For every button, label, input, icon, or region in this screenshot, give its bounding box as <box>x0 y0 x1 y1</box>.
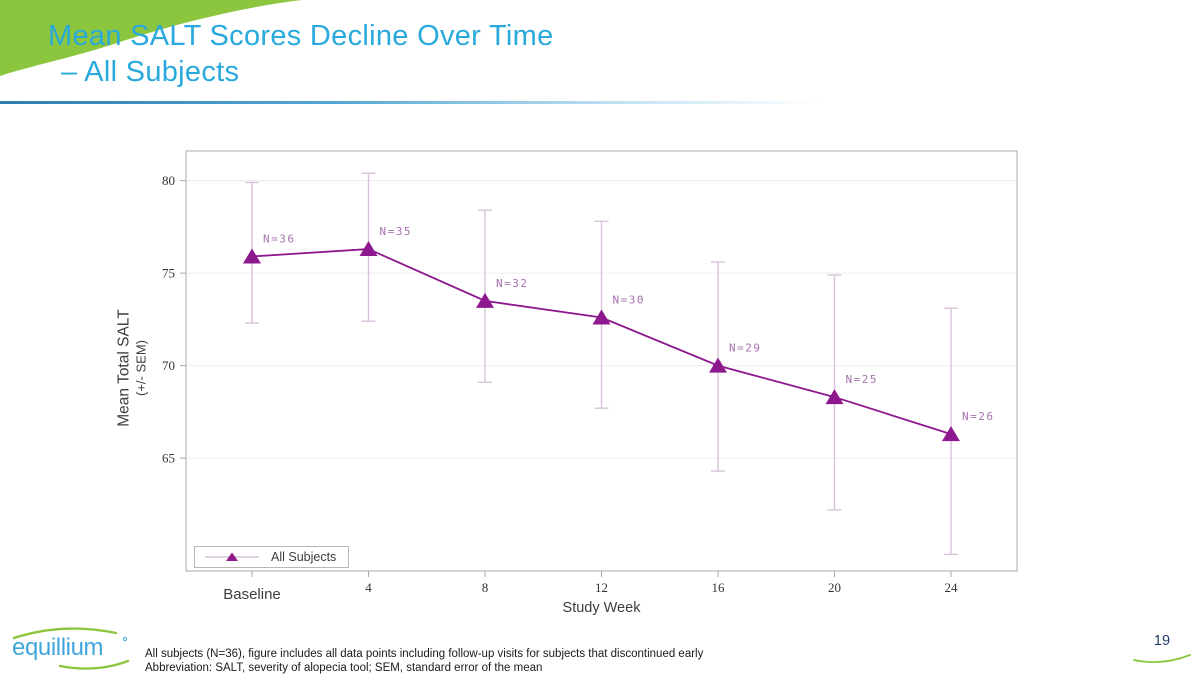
slide-title-line1: Mean SALT Scores Decline Over Time <box>48 20 554 52</box>
svg-text:20: 20 <box>828 580 841 595</box>
svg-text:Baseline: Baseline <box>223 586 281 603</box>
svg-text:65: 65 <box>162 451 175 466</box>
svg-text:16: 16 <box>712 580 726 595</box>
equillium-logo: equillium <box>8 620 138 672</box>
y-axis-title-line2: (+/- SEM) <box>133 340 149 396</box>
page-number-block: 19 <box>1130 632 1194 668</box>
y-axis-title: Mean Total SALT (+/- SEM) <box>116 309 149 426</box>
x-axis-ticks: Baseline 4 8 12 16 20 24 <box>223 571 958 603</box>
title-divider-line <box>0 101 840 104</box>
svg-text:N=25: N=25 <box>846 373 879 386</box>
legend-marker-icon <box>205 552 259 561</box>
slide-title-line2: – All Subjects <box>61 56 240 88</box>
svg-text:8: 8 <box>482 580 489 595</box>
y-axis-ticks: 65 70 75 80 <box>162 173 186 466</box>
footnote: All subjects (N=36), figure includes all… <box>145 648 703 675</box>
series-markers <box>243 241 960 442</box>
svg-text:24: 24 <box>945 580 959 595</box>
svg-text:N=29: N=29 <box>729 342 762 355</box>
svg-text:N=36: N=36 <box>263 232 296 245</box>
legend-label: All Subjects <box>271 550 337 564</box>
footnote-line2: Abbreviation: SALT, severity of alopecia… <box>145 661 543 674</box>
corner-swoosh-decoration <box>0 0 302 76</box>
svg-text:75: 75 <box>162 266 175 281</box>
svg-text:4: 4 <box>365 580 372 595</box>
chart-legend: All Subjects <box>194 546 350 568</box>
footnote-line1: All subjects (N=36), figure includes all… <box>145 648 704 660</box>
y-axis-title-line1: Mean Total SALT <box>115 309 133 427</box>
logo-wordmark: equillium <box>12 634 104 661</box>
svg-text:12: 12 <box>595 580 608 595</box>
slide-title: Mean SALT Scores Decline Over Time – All… <box>48 18 554 90</box>
n-labels: N=36 N=35 N=32 N=30 N=29 N=25 N=26 <box>263 225 995 423</box>
svg-text:N=26: N=26 <box>962 410 995 423</box>
logo-swoosh-icon <box>12 627 130 670</box>
page-number-swoosh-icon <box>1133 654 1191 664</box>
x-axis-title: Study Week <box>563 600 642 615</box>
svg-text:70: 70 <box>162 358 175 373</box>
svg-text:N=35: N=35 <box>380 225 413 238</box>
svg-text:N=30: N=30 <box>613 294 646 307</box>
page-number: 19 <box>1153 633 1171 649</box>
svg-text:80: 80 <box>162 173 175 188</box>
svg-text:N=32: N=32 <box>496 277 529 290</box>
salt-line-chart: 65 70 75 80 Baseline 4 8 12 16 20 24 N=36 N=35 N=32 N=… <box>95 140 1080 616</box>
